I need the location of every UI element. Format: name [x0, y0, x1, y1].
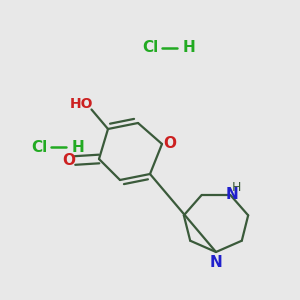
Text: HO: HO: [70, 97, 93, 111]
Text: O: O: [163, 136, 176, 152]
Text: H: H: [232, 181, 242, 194]
Text: N: N: [225, 188, 238, 202]
Text: H: H: [183, 40, 195, 56]
Text: N: N: [210, 255, 222, 270]
Text: H: H: [72, 140, 84, 154]
Text: Cl: Cl: [142, 40, 158, 56]
Text: O: O: [62, 153, 75, 168]
Text: Cl: Cl: [31, 140, 47, 154]
